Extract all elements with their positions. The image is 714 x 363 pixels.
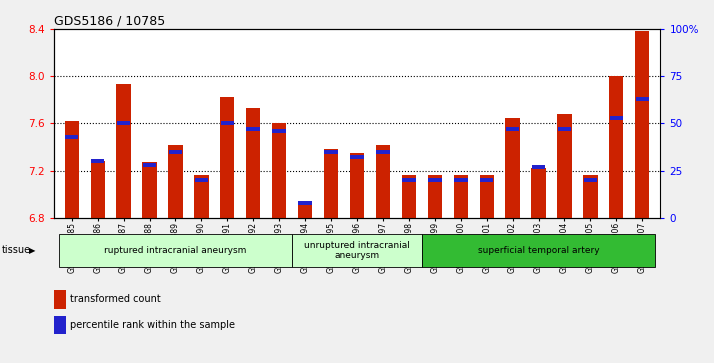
Bar xyxy=(272,123,286,218)
Bar xyxy=(635,97,649,101)
Bar xyxy=(531,168,545,218)
Bar xyxy=(402,178,416,182)
Bar xyxy=(609,76,623,218)
Bar xyxy=(298,203,312,218)
Bar xyxy=(116,85,131,218)
Bar xyxy=(169,144,183,218)
Bar xyxy=(169,150,182,154)
Bar xyxy=(194,175,208,218)
Bar xyxy=(480,178,493,182)
Bar xyxy=(376,144,390,218)
Bar xyxy=(583,178,597,182)
Bar xyxy=(221,121,234,126)
Bar xyxy=(298,201,312,205)
Bar xyxy=(246,108,261,218)
Bar xyxy=(453,175,468,218)
Bar xyxy=(376,150,390,154)
Bar xyxy=(143,163,156,167)
Bar xyxy=(506,127,519,131)
Bar xyxy=(64,121,79,218)
Bar xyxy=(635,31,650,218)
Bar xyxy=(428,178,441,182)
Bar xyxy=(91,159,104,163)
Bar xyxy=(428,175,442,218)
Text: tissue: tissue xyxy=(1,245,31,256)
Bar xyxy=(142,162,156,218)
Bar xyxy=(454,178,468,182)
Bar xyxy=(91,161,105,218)
Bar xyxy=(195,178,208,182)
Bar xyxy=(65,135,79,139)
Text: transformed count: transformed count xyxy=(70,294,161,305)
Text: ruptured intracranial aneurysm: ruptured intracranial aneurysm xyxy=(104,246,246,255)
Bar xyxy=(480,175,494,218)
Bar xyxy=(558,127,571,131)
Bar xyxy=(506,118,520,218)
Text: GDS5186 / 10785: GDS5186 / 10785 xyxy=(54,15,165,28)
Bar xyxy=(324,150,338,154)
Bar xyxy=(246,127,260,131)
Bar xyxy=(532,165,545,169)
Bar xyxy=(220,97,234,218)
Bar xyxy=(610,116,623,120)
Bar xyxy=(117,121,131,126)
Text: unruptured intracranial
aneurysm: unruptured intracranial aneurysm xyxy=(304,241,410,260)
Bar xyxy=(273,129,286,133)
Text: percentile rank within the sample: percentile rank within the sample xyxy=(70,320,235,330)
Bar xyxy=(350,153,364,218)
Text: superficial temporal artery: superficial temporal artery xyxy=(478,246,599,255)
Bar xyxy=(558,114,572,218)
Bar xyxy=(583,175,598,218)
Bar xyxy=(351,155,363,159)
Text: ▶: ▶ xyxy=(29,246,35,255)
Bar xyxy=(402,175,416,218)
Bar xyxy=(324,149,338,218)
